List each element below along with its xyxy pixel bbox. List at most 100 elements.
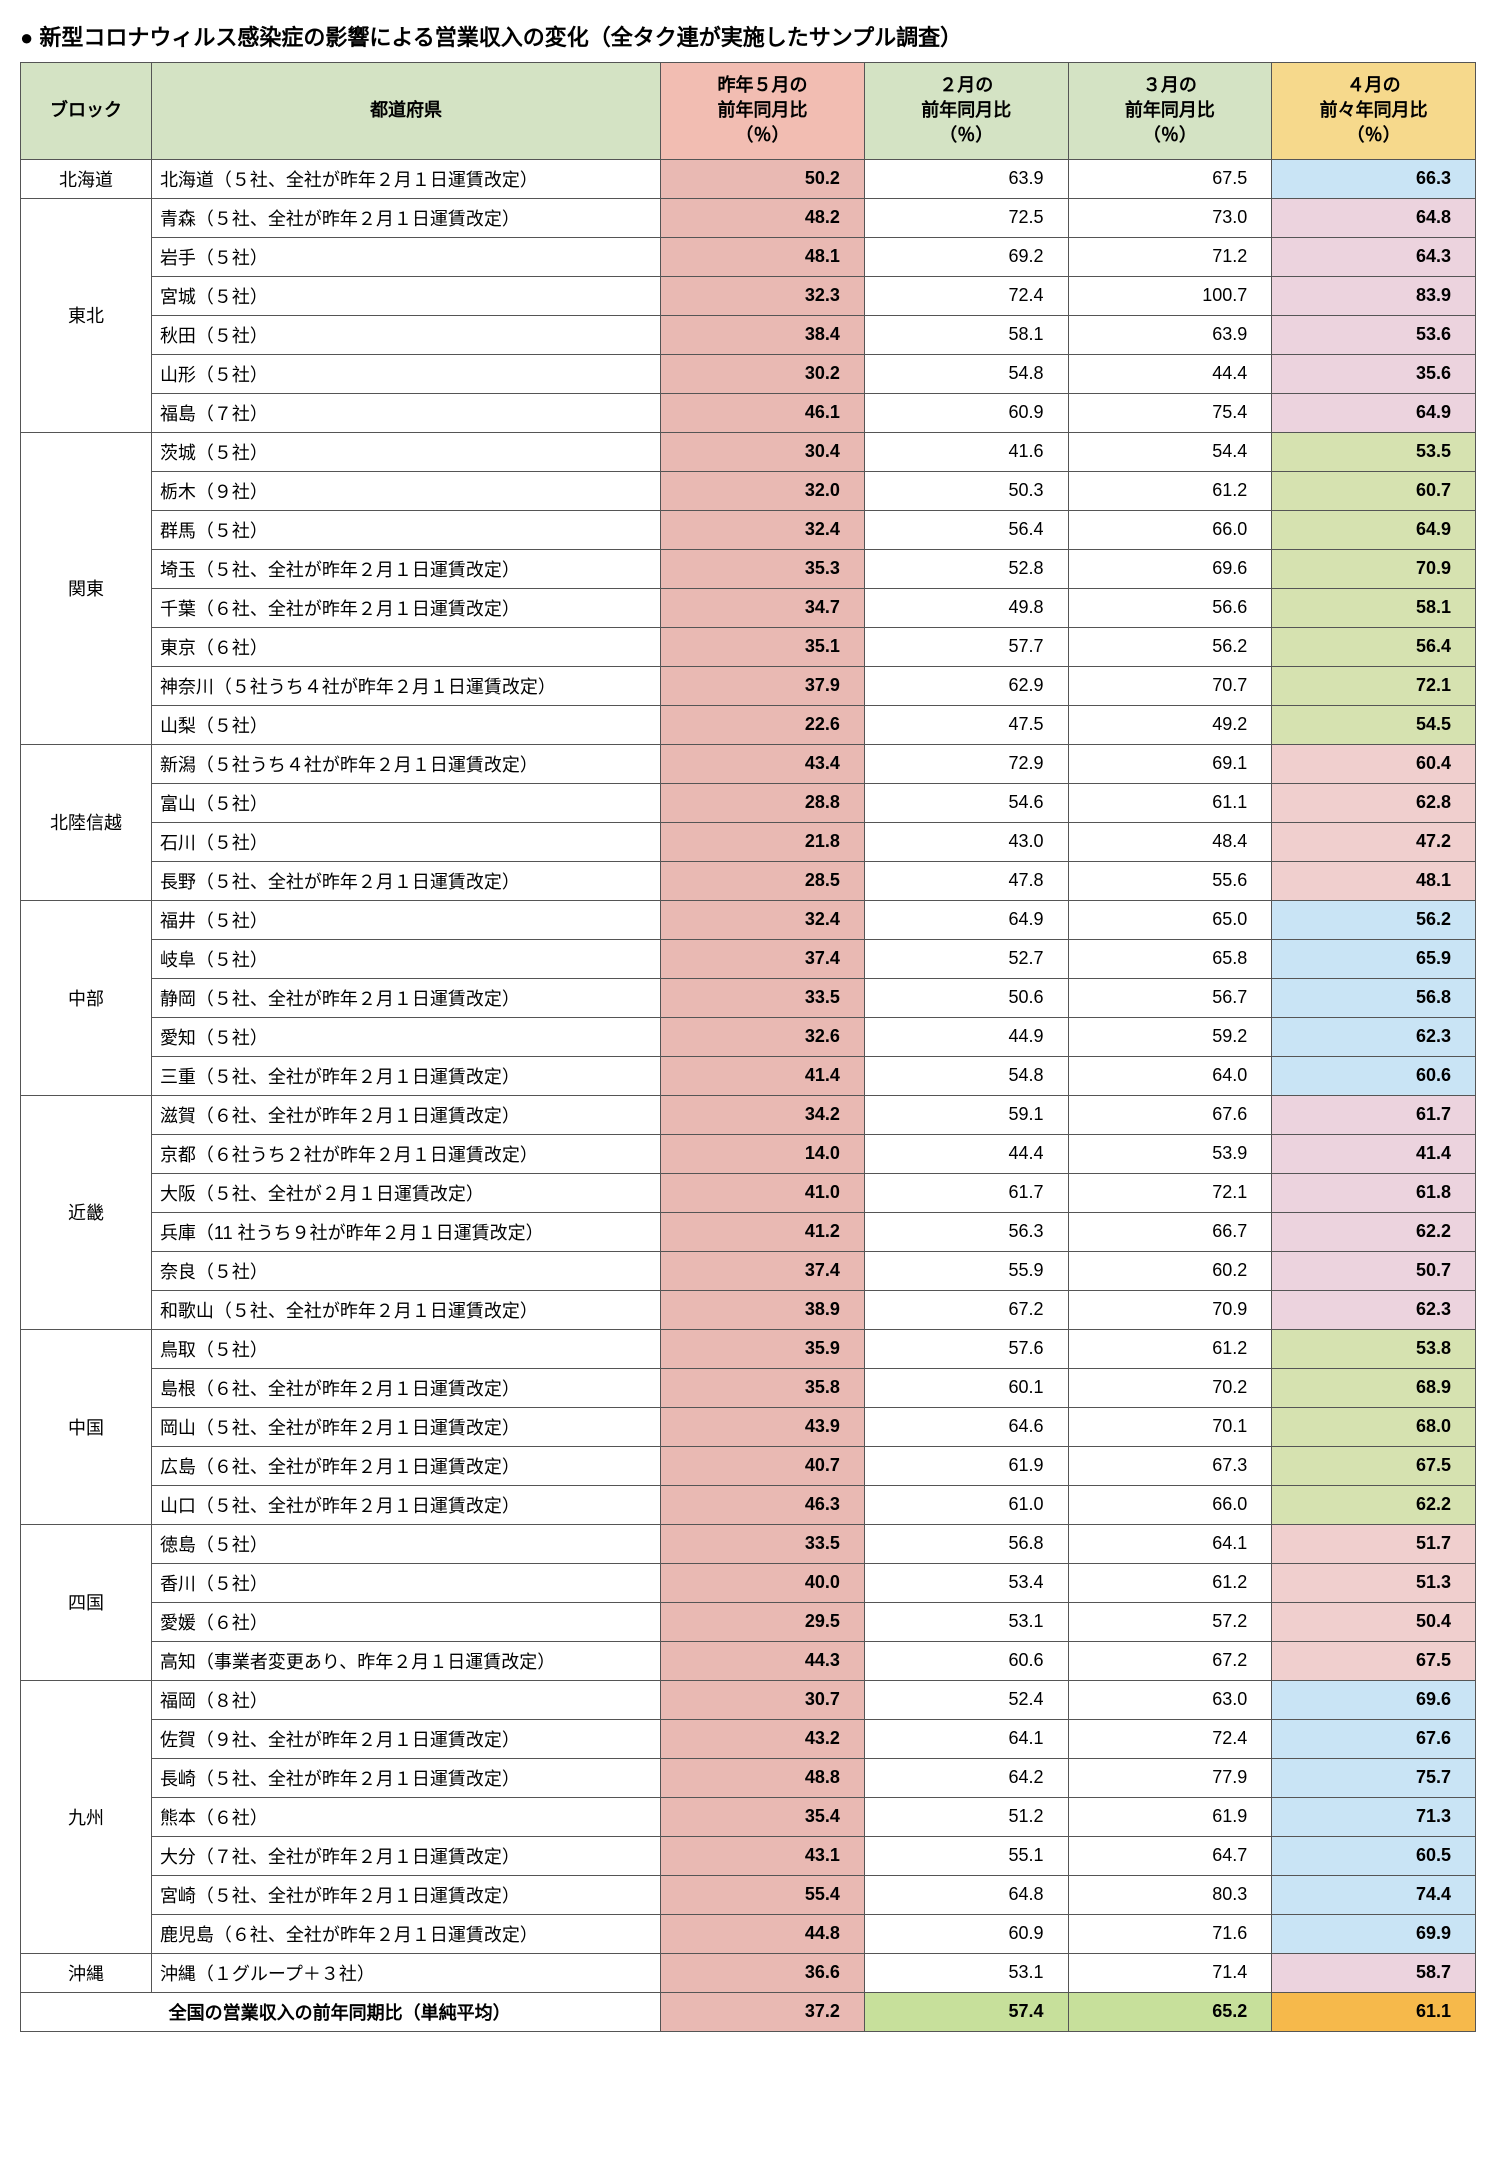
value-cell: 62.3 (1272, 1017, 1476, 1056)
value-cell: 44.8 (661, 1914, 865, 1953)
value-cell: 56.7 (1068, 978, 1272, 1017)
value-cell: 68.0 (1272, 1407, 1476, 1446)
table-row: 埼玉（５社、全社が昨年２月１日運賃改定）35.352.869.670.9 (21, 549, 1476, 588)
value-cell: 35.9 (661, 1329, 865, 1368)
pref-cell: 石川（５社） (151, 822, 660, 861)
value-cell: 62.9 (864, 666, 1068, 705)
value-cell: 71.6 (1068, 1914, 1272, 1953)
pref-cell: 岩手（５社） (151, 237, 660, 276)
value-cell: 72.5 (864, 198, 1068, 237)
value-cell: 65.9 (1272, 939, 1476, 978)
pref-cell: 滋賀（６社、全社が昨年２月１日運賃改定） (151, 1095, 660, 1134)
value-cell: 70.2 (1068, 1368, 1272, 1407)
value-cell: 67.2 (1068, 1641, 1272, 1680)
value-cell: 61.7 (864, 1173, 1068, 1212)
revenue-table: ブロック 都道府県 昨年５月の前年同月比（％） ２月の前年同月比（％） ３月の前… (20, 62, 1476, 2032)
table-row: 中国鳥取（５社）35.957.661.253.8 (21, 1329, 1476, 1368)
pref-cell: 長野（５社、全社が昨年２月１日運賃改定） (151, 861, 660, 900)
value-cell: 40.0 (661, 1563, 865, 1602)
value-cell: 53.1 (864, 1953, 1068, 1992)
header-c2: ２月の前年同月比（％） (864, 63, 1068, 160)
value-cell: 72.1 (1272, 666, 1476, 705)
table-row: 長野（５社、全社が昨年２月１日運賃改定）28.547.855.648.1 (21, 861, 1476, 900)
table-row: 愛媛（６社）29.553.157.250.4 (21, 1602, 1476, 1641)
value-cell: 69.1 (1068, 744, 1272, 783)
value-cell: 69.2 (864, 237, 1068, 276)
value-cell: 62.8 (1272, 783, 1476, 822)
value-cell: 56.2 (1068, 627, 1272, 666)
block-cell: 沖縄 (21, 1953, 152, 1992)
value-cell: 46.1 (661, 393, 865, 432)
value-cell: 77.9 (1068, 1758, 1272, 1797)
value-cell: 61.7 (1272, 1095, 1476, 1134)
table-row: 栃木（９社）32.050.361.260.7 (21, 471, 1476, 510)
value-cell: 57.6 (864, 1329, 1068, 1368)
value-cell: 69.9 (1272, 1914, 1476, 1953)
value-cell: 67.5 (1272, 1446, 1476, 1485)
value-cell: 60.9 (864, 1914, 1068, 1953)
table-row: 石川（５社）21.843.048.447.2 (21, 822, 1476, 861)
value-cell: 59.2 (1068, 1017, 1272, 1056)
value-cell: 72.4 (864, 276, 1068, 315)
value-cell: 41.4 (1272, 1134, 1476, 1173)
pref-cell: 奈良（５社） (151, 1251, 660, 1290)
value-cell: 34.7 (661, 588, 865, 627)
value-cell: 50.2 (661, 159, 865, 198)
value-cell: 57.2 (1068, 1602, 1272, 1641)
value-cell: 53.6 (1272, 315, 1476, 354)
pref-cell: 秋田（５社） (151, 315, 660, 354)
value-cell: 53.9 (1068, 1134, 1272, 1173)
value-cell: 67.5 (1068, 159, 1272, 198)
pref-cell: 山形（５社） (151, 354, 660, 393)
value-cell: 64.9 (1272, 393, 1476, 432)
total-value: 61.1 (1272, 1992, 1476, 2031)
value-cell: 28.8 (661, 783, 865, 822)
value-cell: 21.8 (661, 822, 865, 861)
pref-cell: 大分（７社、全社が昨年２月１日運賃改定） (151, 1836, 660, 1875)
value-cell: 49.2 (1068, 705, 1272, 744)
value-cell: 63.9 (864, 159, 1068, 198)
pref-cell: 茨城（５社） (151, 432, 660, 471)
pref-cell: 島根（６社、全社が昨年２月１日運賃改定） (151, 1368, 660, 1407)
value-cell: 47.5 (864, 705, 1068, 744)
pref-cell: 岡山（５社、全社が昨年２月１日運賃改定） (151, 1407, 660, 1446)
table-row: 山形（５社）30.254.844.435.6 (21, 354, 1476, 393)
value-cell: 35.4 (661, 1797, 865, 1836)
table-row: 沖縄沖縄（１グループ＋３社）36.653.171.458.7 (21, 1953, 1476, 1992)
value-cell: 51.3 (1272, 1563, 1476, 1602)
value-cell: 53.1 (864, 1602, 1068, 1641)
pref-cell: 兵庫（11 社うち９社が昨年２月１日運賃改定） (151, 1212, 660, 1251)
table-row: 神奈川（５社うち４社が昨年２月１日運賃改定）37.962.970.772.1 (21, 666, 1476, 705)
table-row: 近畿滋賀（６社、全社が昨年２月１日運賃改定）34.259.167.661.7 (21, 1095, 1476, 1134)
table-row: 静岡（５社、全社が昨年２月１日運賃改定）33.550.656.756.8 (21, 978, 1476, 1017)
pref-cell: 京都（６社うち２社が昨年２月１日運賃改定） (151, 1134, 660, 1173)
value-cell: 35.8 (661, 1368, 865, 1407)
value-cell: 54.5 (1272, 705, 1476, 744)
value-cell: 37.9 (661, 666, 865, 705)
page-title: ● 新型コロナウィルス感染症の影響による営業収入の変化（全タク連が実施したサンプ… (20, 20, 1476, 52)
pref-cell: 埼玉（５社、全社が昨年２月１日運賃改定） (151, 549, 660, 588)
value-cell: 53.4 (864, 1563, 1068, 1602)
table-row: 福島（７社）46.160.975.464.9 (21, 393, 1476, 432)
value-cell: 52.7 (864, 939, 1068, 978)
pref-cell: 広島（６社、全社が昨年２月１日運賃改定） (151, 1446, 660, 1485)
value-cell: 71.4 (1068, 1953, 1272, 1992)
pref-cell: 富山（５社） (151, 783, 660, 822)
value-cell: 67.2 (864, 1290, 1068, 1329)
pref-cell: 新潟（５社うち４社が昨年２月１日運賃改定） (151, 744, 660, 783)
value-cell: 70.7 (1068, 666, 1272, 705)
value-cell: 63.0 (1068, 1680, 1272, 1719)
value-cell: 61.0 (864, 1485, 1068, 1524)
value-cell: 67.5 (1272, 1641, 1476, 1680)
pref-cell: 三重（５社、全社が昨年２月１日運賃改定） (151, 1056, 660, 1095)
total-label: 全国の営業収入の前年同期比（単純平均） (21, 1992, 661, 2031)
value-cell: 14.0 (661, 1134, 865, 1173)
header-c1: 昨年５月の前年同月比（％） (661, 63, 865, 160)
value-cell: 56.3 (864, 1212, 1068, 1251)
value-cell: 63.9 (1068, 315, 1272, 354)
value-cell: 64.0 (1068, 1056, 1272, 1095)
value-cell: 58.7 (1272, 1953, 1476, 1992)
value-cell: 71.2 (1068, 237, 1272, 276)
value-cell: 60.2 (1068, 1251, 1272, 1290)
value-cell: 48.8 (661, 1758, 865, 1797)
